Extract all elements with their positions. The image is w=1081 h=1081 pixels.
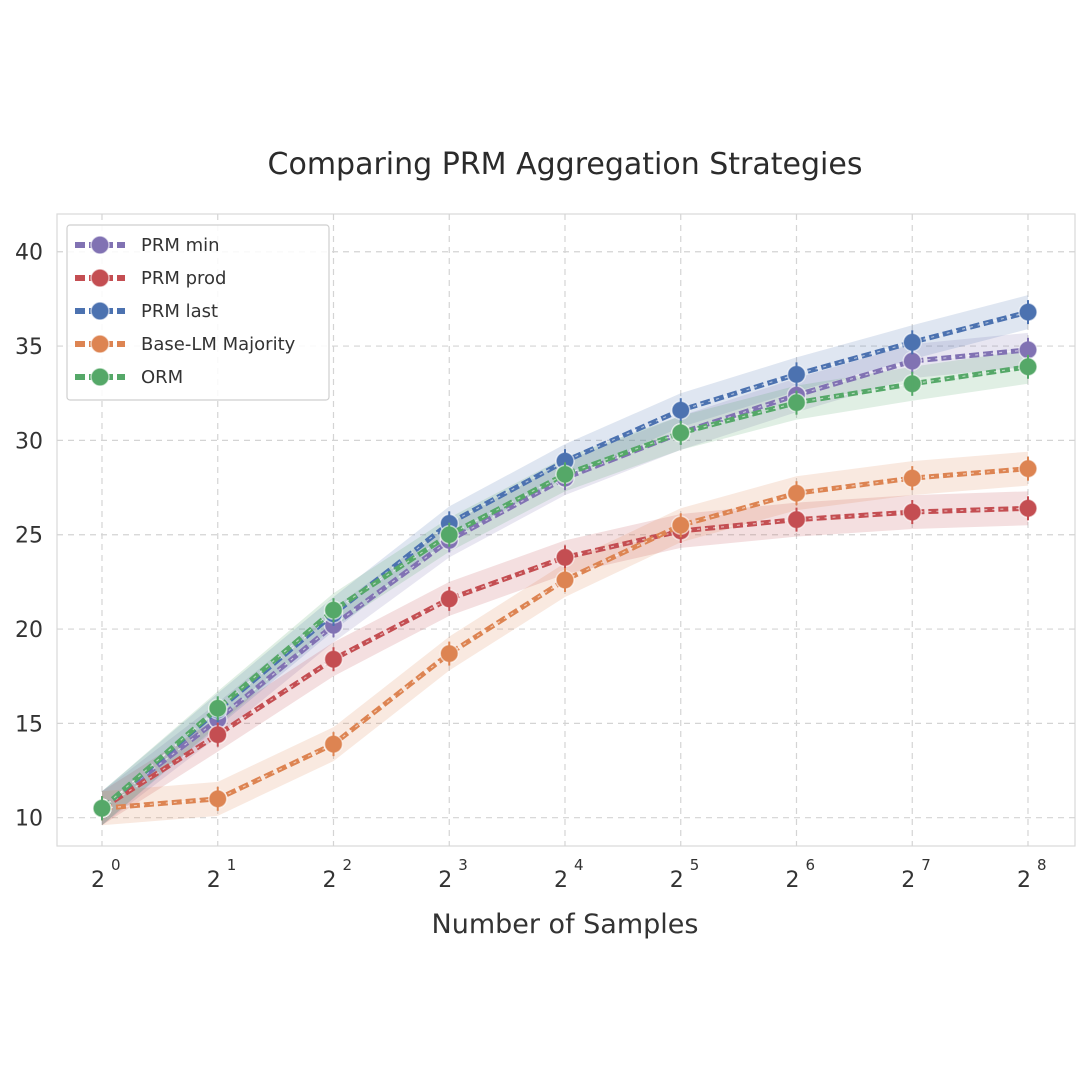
legend-entry: PRM min	[75, 235, 220, 256]
legend-entry: PRM prod	[75, 268, 226, 289]
x-tick-base: 2	[786, 868, 800, 893]
x-tick-base: 2	[554, 868, 568, 893]
legend-label: PRM prod	[141, 268, 226, 289]
x-tick-base: 2	[670, 868, 684, 893]
legend-swatch-marker	[90, 334, 110, 354]
y-tick-label: 40	[15, 241, 43, 266]
chart-title: Comparing PRM Aggregation Strategies	[268, 147, 863, 182]
legend-swatch-marker	[90, 367, 110, 387]
x-tick-label: 26	[786, 856, 816, 893]
legend-label: PRM last	[141, 301, 218, 322]
x-tick-base: 2	[1017, 868, 1031, 893]
x-tick-label: 22	[323, 856, 353, 893]
legend-swatch-marker	[90, 235, 110, 255]
x-tick-exponent: 3	[458, 856, 468, 874]
series-line	[101, 466, 1029, 811]
x-tick-exponent: 7	[921, 856, 931, 874]
x-tick-exponent: 4	[574, 856, 584, 874]
legend-swatch-marker	[90, 301, 110, 321]
x-axis-label: Number of Samples	[432, 909, 699, 940]
x-tick-base: 2	[323, 868, 337, 893]
x-tick-label: 25	[670, 856, 700, 893]
x-tick-base: 2	[438, 868, 452, 893]
y-tick-label: 15	[15, 712, 43, 737]
x-tick-exponent: 1	[227, 856, 237, 874]
x-tick-label: 27	[901, 856, 931, 893]
legend-entry: ORM	[75, 367, 183, 388]
legend-entry: Base-LM Majority	[75, 334, 296, 355]
legend-entry: PRM last	[75, 301, 218, 322]
y-tick-label: 10	[15, 807, 43, 832]
x-tick-label: 23	[438, 856, 468, 893]
x-tick-label: 20	[91, 856, 121, 893]
y-tick-label: 25	[15, 524, 43, 549]
x-tick-label: 28	[1017, 856, 1047, 893]
x-tick-exponent: 0	[111, 856, 121, 874]
confidence-band	[102, 451, 1028, 826]
x-tick-exponent: 8	[1037, 856, 1047, 874]
legend-swatch-marker	[90, 268, 110, 288]
x-tick-exponent: 6	[806, 856, 816, 874]
legend-label: Base-LM Majority	[141, 334, 296, 355]
series-line	[100, 364, 1029, 811]
x-tick-base: 2	[91, 868, 105, 893]
legend: PRM min PRM prod PRM last Base-LM Majority O…	[66, 224, 330, 401]
x-tick-base: 2	[207, 868, 221, 893]
legend-box	[66, 224, 330, 401]
x-tick-base: 2	[901, 868, 915, 893]
x-tick-label: 21	[207, 856, 237, 893]
x-tick-exponent: 5	[690, 856, 700, 874]
y-tick-label: 35	[15, 335, 43, 360]
legend-label: ORM	[141, 367, 183, 388]
x-tick-exponent: 2	[343, 856, 353, 874]
confidence-band	[102, 295, 1028, 826]
y-tick-label: 20	[15, 618, 43, 643]
legend-label: PRM min	[141, 235, 220, 256]
x-tick-label: 24	[554, 856, 584, 893]
y-tick-label: 30	[15, 429, 43, 454]
